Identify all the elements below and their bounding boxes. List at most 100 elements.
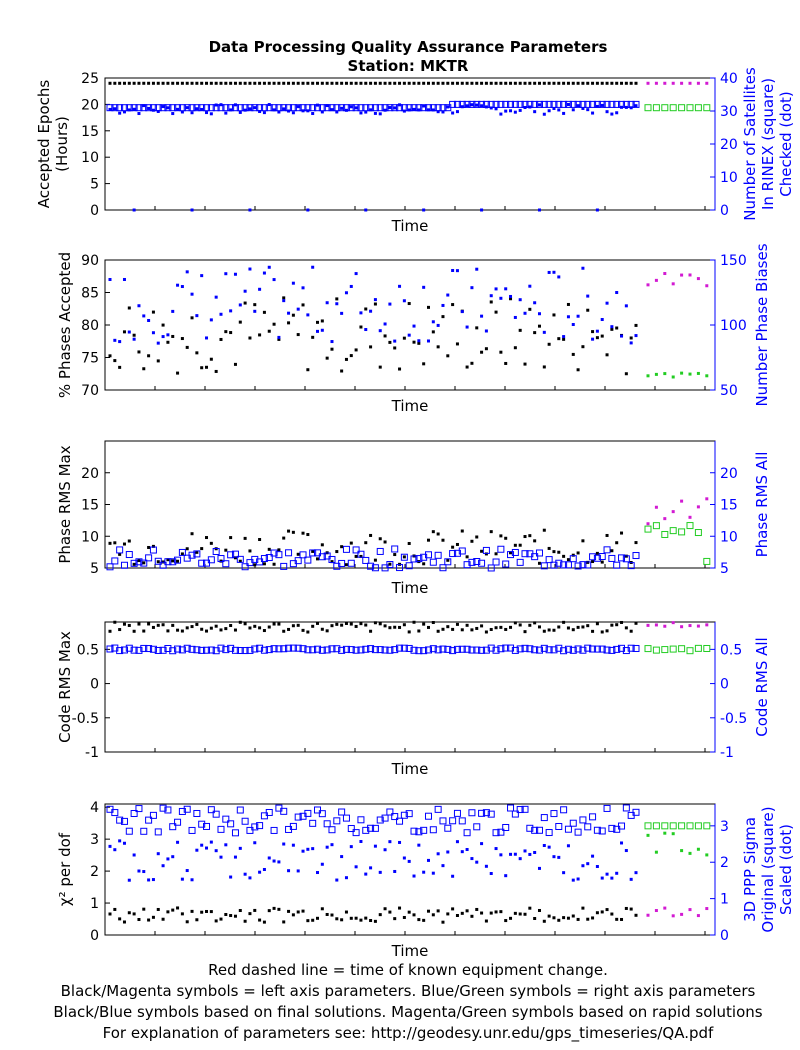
right-final-square (564, 825, 572, 833)
left-final-point (118, 917, 122, 921)
right-final-dot (581, 266, 585, 270)
left-final-point (200, 910, 204, 914)
left-final-point (528, 906, 532, 910)
right-final-square (482, 546, 490, 554)
right-final-square (217, 555, 225, 563)
right-final-square (207, 104, 215, 112)
right-final-dot (634, 104, 638, 108)
right-final-square (116, 104, 124, 112)
right-final-square (212, 810, 220, 818)
left-final-point (528, 81, 532, 85)
left-final-point (537, 908, 541, 912)
left-final-point (571, 914, 575, 918)
right-final-square (299, 551, 307, 559)
right-final-dot (552, 855, 556, 859)
right-tick-label: 0 (720, 677, 729, 693)
axes-box (104, 803, 716, 936)
right-final-square (367, 645, 375, 653)
right-final-square (371, 564, 379, 572)
right-tick-label: 20 (720, 137, 738, 153)
right-axis-label: Number Phase Biases (753, 243, 771, 406)
right-final-dot (576, 104, 580, 108)
left-final-point (185, 345, 189, 349)
right-axis-label: Original (square) (759, 806, 777, 932)
right-final-square (309, 819, 317, 827)
right-final-square (231, 550, 239, 558)
right-rapid-square (661, 646, 669, 654)
left-final-point (513, 543, 517, 547)
right-final-dot (451, 874, 455, 878)
left-final-point (200, 547, 204, 551)
right-final-dot (320, 862, 324, 866)
left-final-point (499, 534, 503, 538)
right-final-square (304, 556, 312, 564)
right-final-square (256, 644, 264, 652)
right-final-dot (513, 315, 517, 319)
left-final-point (533, 81, 537, 85)
right-rapid-square (644, 525, 652, 533)
right-final-square (434, 104, 442, 112)
left-tick-label: 25 (81, 71, 99, 87)
left-tick-label: 75 (81, 351, 99, 367)
left-final-point (388, 626, 392, 630)
right-final-square (545, 556, 553, 564)
left-final-point (359, 918, 363, 922)
right-final-square (540, 644, 548, 652)
right-final-square (154, 557, 162, 565)
right-final-square (222, 560, 230, 568)
left-final-point (509, 916, 513, 920)
left-final-point (262, 81, 266, 85)
left-final-point (591, 81, 595, 85)
left-final-point (142, 81, 146, 85)
left-final-point (393, 553, 397, 557)
right-rapid-square (694, 529, 702, 537)
left-tick-label: 20 (81, 466, 99, 482)
right-final-square (608, 100, 616, 108)
left-final-point (118, 628, 122, 632)
right-rapid-square (686, 822, 694, 830)
left-final-point (369, 81, 373, 85)
right-final-square (347, 825, 355, 833)
right-final-square (618, 644, 626, 652)
left-final-point (537, 561, 541, 565)
left-final-point (335, 81, 339, 85)
left-final-point (296, 333, 300, 337)
right-final-square (400, 104, 408, 112)
right-rapid-square (669, 645, 677, 653)
left-final-point (340, 545, 344, 549)
left-final-point (436, 81, 440, 85)
right-final-dot (214, 849, 218, 853)
left-final-point (151, 915, 155, 919)
left-final-point (620, 81, 624, 85)
left-rapid-point (671, 81, 675, 85)
right-final-dot (571, 878, 575, 882)
left-final-point (523, 362, 527, 366)
left-final-point (393, 917, 397, 921)
right-final-dot (325, 301, 329, 305)
left-final-point (533, 539, 537, 543)
left-final-point (354, 554, 358, 558)
right-final-square (507, 551, 515, 559)
right-final-dot (325, 845, 329, 849)
left-final-point (388, 340, 392, 344)
right-final-dot (537, 312, 541, 316)
right-final-square (178, 807, 186, 815)
left-final-point (301, 531, 305, 535)
right-final-square (222, 815, 230, 823)
right-final-dot (547, 845, 551, 849)
right-final-dot (533, 110, 537, 114)
right-final-dot (446, 850, 450, 854)
left-final-point (349, 541, 353, 545)
right-final-square (589, 553, 597, 561)
left-rapid-point (680, 499, 684, 503)
left-final-point (316, 81, 320, 85)
right-final-square (367, 562, 375, 570)
right-final-dot (513, 852, 517, 856)
left-final-point (576, 551, 580, 555)
left-final-point (470, 914, 474, 918)
right-final-square (453, 645, 461, 653)
left-final-point (605, 353, 609, 357)
right-rapid-square (652, 646, 660, 654)
left-final-point (620, 531, 624, 535)
left-rapid-point (705, 284, 709, 288)
